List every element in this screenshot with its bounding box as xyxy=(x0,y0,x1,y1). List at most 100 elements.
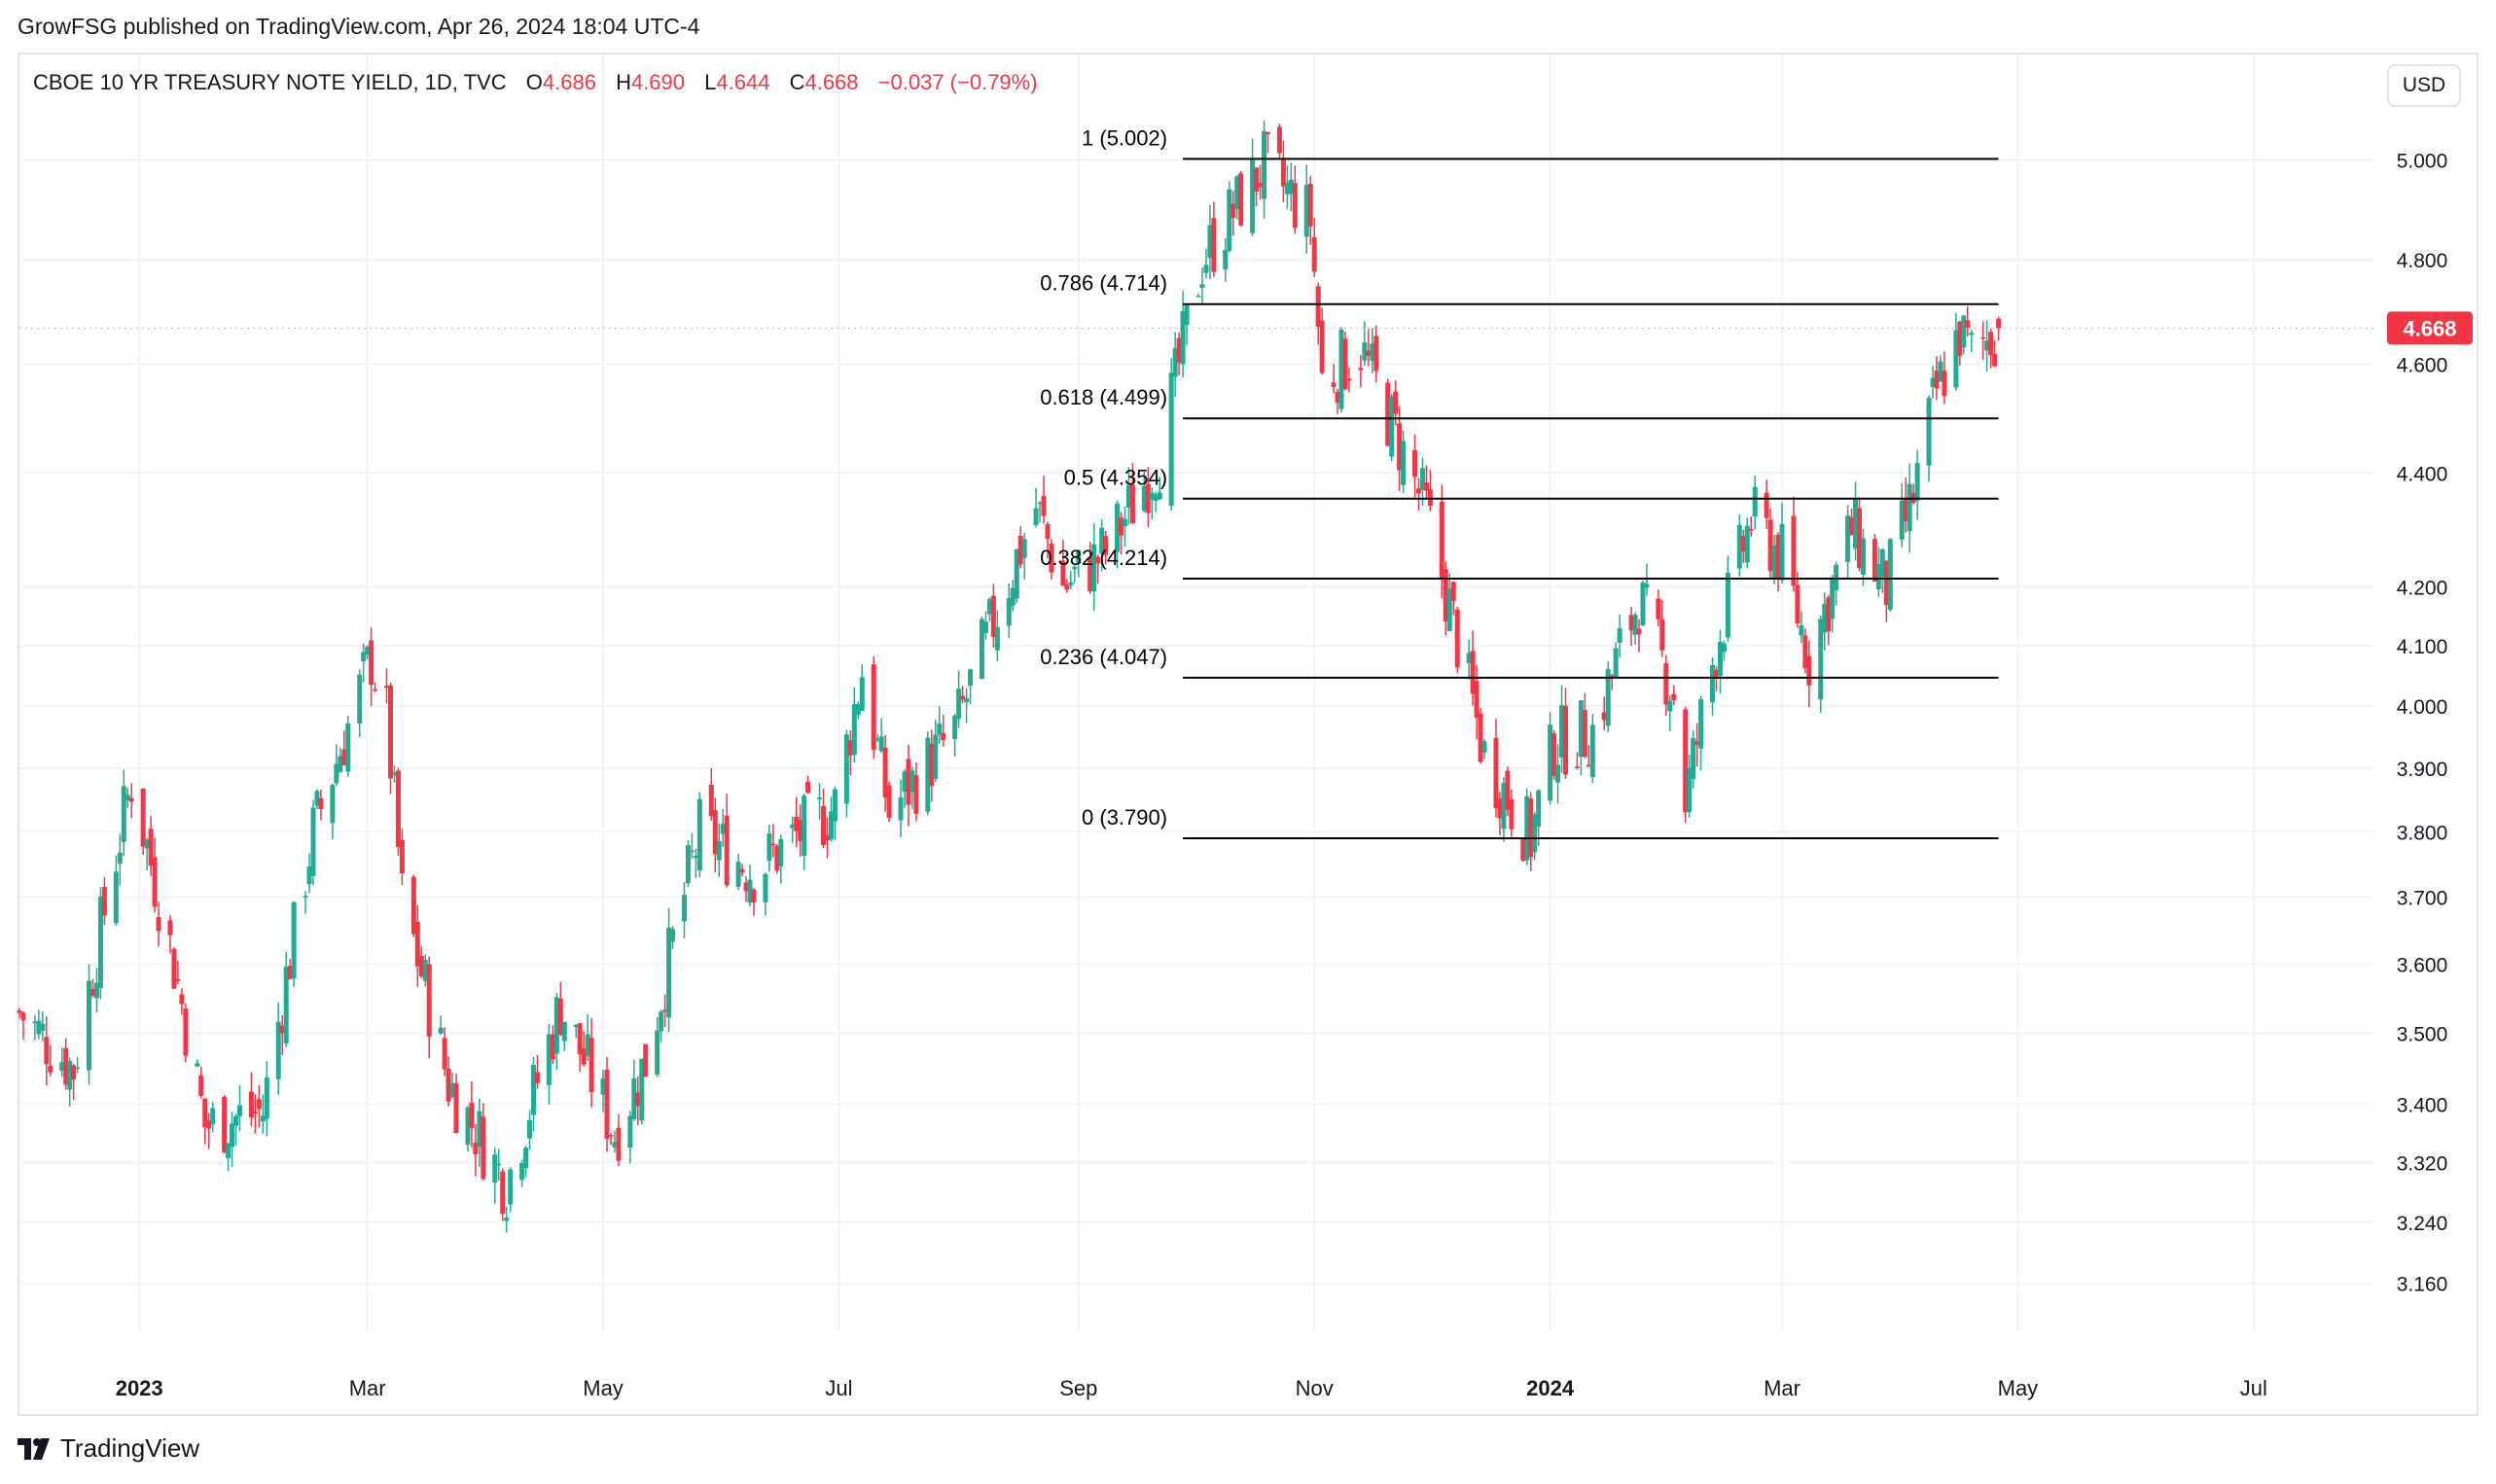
candle-body xyxy=(968,669,974,687)
candle-body xyxy=(1586,764,1591,767)
price-tick-label: 3.800 xyxy=(2397,822,2448,844)
candle-body xyxy=(1478,713,1483,762)
candle-body xyxy=(1551,733,1557,776)
candle-body xyxy=(1578,700,1584,758)
candle-body xyxy=(1934,370,1940,389)
candle-body xyxy=(1860,538,1866,575)
close-value: 4.668 xyxy=(804,70,859,94)
candle-body xyxy=(878,736,884,752)
candle-body xyxy=(1122,518,1127,526)
candle-body xyxy=(453,1083,459,1134)
candle-body xyxy=(442,1038,447,1070)
candle-body xyxy=(117,852,123,865)
price-axis: 5.000 4.800 4.600 4.400 4.200 4.100 4.000 3.900… xyxy=(19,150,2473,1296)
candle-body xyxy=(909,770,915,793)
candle-body xyxy=(183,1007,189,1056)
candle-body xyxy=(1443,569,1448,622)
candle-body xyxy=(828,811,834,840)
candle-body xyxy=(1791,515,1797,586)
candle-body xyxy=(1903,498,1908,522)
candle-body xyxy=(369,640,374,686)
candle-body xyxy=(1942,371,1947,397)
price-tick-label: 3.900 xyxy=(2397,759,2448,781)
candle-body xyxy=(1748,528,1754,531)
fib-level-label: 0 (3.790) xyxy=(1082,805,1167,830)
candle-body xyxy=(248,1091,254,1117)
last-price-badge xyxy=(2387,311,2473,345)
candle-body xyxy=(44,1037,50,1065)
candle-body xyxy=(449,1082,455,1097)
candle-body xyxy=(1771,546,1777,579)
candle-body xyxy=(1223,249,1229,270)
candle-body xyxy=(627,1115,633,1148)
candle-body xyxy=(1288,179,1294,194)
time-tick-label: 2024 xyxy=(1526,1376,1575,1400)
fibonacci-retracement: 1 (5.002) 0.786 (4.714) 0.618 (4.499) 0.5 (… xyxy=(1040,125,1999,840)
price-tick-label: 4.600 xyxy=(2397,354,2448,376)
candle-body xyxy=(1609,675,1615,677)
candle-body xyxy=(1887,539,1893,611)
candle-body xyxy=(747,879,753,903)
candle-body xyxy=(473,1142,479,1154)
tradingview-logo[interactable]: TradingView xyxy=(18,1433,199,1464)
candle-body xyxy=(1988,332,1994,356)
candle-body xyxy=(1663,663,1669,705)
candle-body xyxy=(1060,560,1066,586)
time-tick-label: Nov xyxy=(1296,1376,1334,1400)
candle-body xyxy=(1613,648,1619,678)
candle-body xyxy=(1366,350,1372,356)
low-label: L xyxy=(704,70,717,94)
candle-body xyxy=(952,716,958,740)
time-tick-label: May xyxy=(583,1376,624,1400)
currency-button[interactable]: USD xyxy=(2387,64,2461,107)
candle-body xyxy=(531,1065,537,1115)
candle-body xyxy=(743,882,749,892)
candle-body xyxy=(492,1154,498,1184)
candle-body xyxy=(1834,564,1839,590)
candle-body xyxy=(1234,176,1240,209)
candle-body xyxy=(708,785,714,817)
time-tick-label: Mar xyxy=(349,1376,386,1400)
candle-body xyxy=(851,703,857,756)
price-tick-label: 3.160 xyxy=(2397,1274,2448,1296)
candle-body xyxy=(1068,582,1074,585)
candle-body xyxy=(1853,499,1859,549)
candle-body xyxy=(1115,503,1121,552)
low-value: 4.644 xyxy=(716,70,770,94)
candle-body xyxy=(1845,515,1851,562)
candle-body xyxy=(933,734,939,780)
candle-body xyxy=(979,618,984,680)
candle-body xyxy=(17,1010,22,1013)
candle-body xyxy=(1207,225,1213,259)
candle-body xyxy=(481,1116,486,1180)
candle-body xyxy=(330,785,336,824)
candle-body xyxy=(1617,628,1622,643)
candle-body xyxy=(1548,724,1553,801)
candle-body xyxy=(798,820,803,842)
candle-body xyxy=(341,749,347,765)
candle-body xyxy=(291,901,297,979)
time-tick-label: Jul xyxy=(825,1376,852,1400)
last-price-label: 4.668 xyxy=(2403,316,2456,340)
time-axis: 2023 Mar May Jul Sep Nov 2024 Mar May Jul xyxy=(116,1376,2267,1400)
candle-body xyxy=(1752,486,1758,517)
candle-body xyxy=(693,855,698,859)
candle-body xyxy=(1764,492,1769,518)
candle-body xyxy=(655,1030,660,1075)
symbol-name[interactable]: CBOE 10 YR TREASURY NOTE YIELD, 1D, TVC xyxy=(33,70,507,94)
candle-body xyxy=(1037,502,1043,505)
candle-body xyxy=(446,1068,451,1102)
candle-body xyxy=(1389,396,1395,457)
candle-body xyxy=(1195,296,1201,298)
candle-body xyxy=(1280,159,1286,187)
candle-body xyxy=(1559,705,1565,759)
price-tick-label: 3.600 xyxy=(2397,955,2448,977)
candle-body xyxy=(1830,579,1836,619)
candle-body xyxy=(635,1092,641,1107)
candle-body xyxy=(357,674,363,724)
candle-body xyxy=(500,1171,506,1215)
candle-body xyxy=(365,647,371,655)
candle-body xyxy=(260,1115,266,1122)
candle-body xyxy=(1497,798,1503,819)
